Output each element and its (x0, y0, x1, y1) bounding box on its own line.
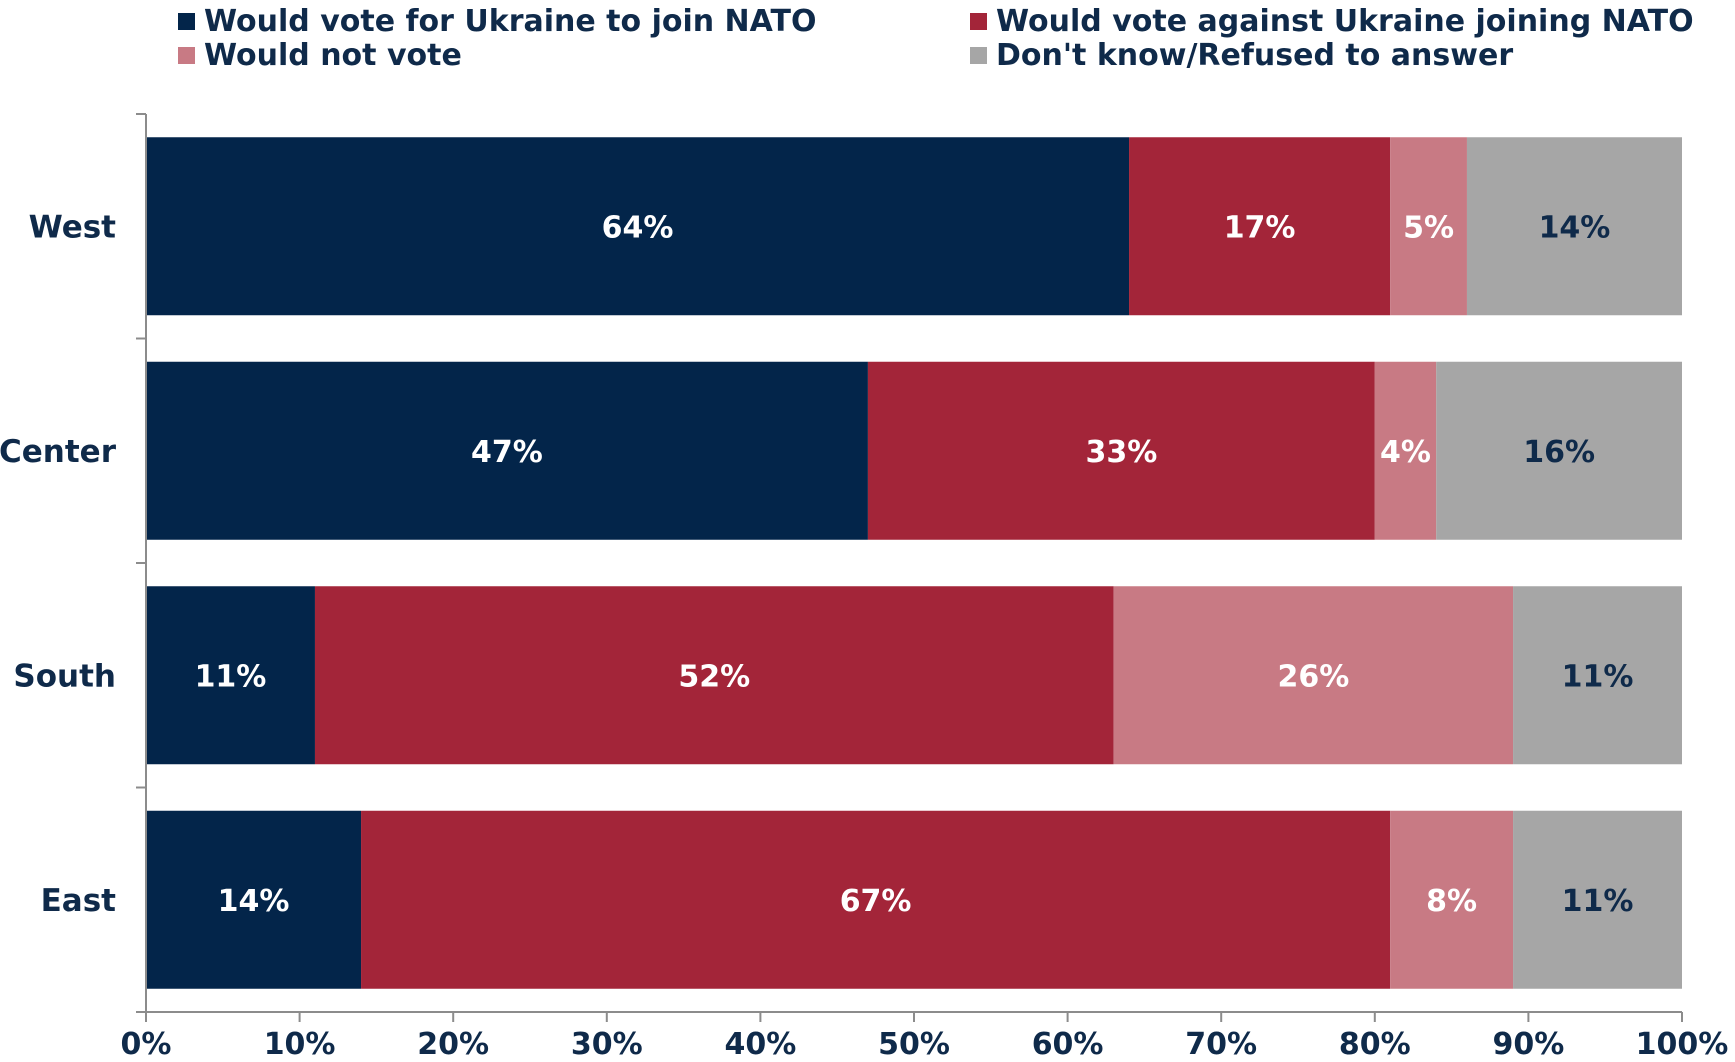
bar-center-series-3 (1436, 361, 1682, 540)
x-tick-label: 90% (1492, 1027, 1564, 1062)
legend-label-vote-for: Would vote for Ukraine to join NATO (204, 4, 817, 39)
x-tick-label: 80% (1339, 1027, 1411, 1062)
x-tick-label: 70% (1185, 1027, 1257, 1062)
data-label-south-series-0: 11% (195, 659, 267, 694)
data-label-east-series-3: 11% (1562, 884, 1634, 919)
x-tick-label: 20% (417, 1027, 489, 1062)
data-label-center-series-3: 16% (1523, 435, 1595, 470)
legend-item-vote-for: Would vote for Ukraine to join NATO (178, 4, 817, 39)
data-label-west-series-3: 14% (1539, 210, 1611, 245)
x-tick-label: 100% (1636, 1027, 1729, 1062)
bar-east-series-0 (146, 810, 362, 989)
bar-west-series-2 (1390, 137, 1467, 316)
bar-east-series-1 (361, 810, 1391, 989)
x-tick-label: 10% (264, 1027, 336, 1062)
x-tick-label: 30% (571, 1027, 643, 1062)
x-tick-label: 60% (1032, 1027, 1104, 1062)
data-label-center-series-2: 4% (1380, 435, 1431, 470)
legend-swatch-vote-against (970, 13, 987, 30)
category-label-center: Center (0, 434, 117, 470)
data-label-east-series-0: 14% (218, 884, 290, 919)
legend-label-not-vote: Would not vote (204, 38, 462, 73)
bar-west-series-1 (1129, 137, 1391, 316)
data-label-center-series-1: 33% (1085, 435, 1157, 470)
category-label-east: East (41, 883, 117, 919)
legend-item-vote-against: Would vote against Ukraine joining NATO (970, 4, 1694, 39)
legend-swatch-not-vote (178, 47, 195, 64)
data-label-west-series-0: 64% (602, 210, 674, 245)
data-label-east-series-1: 67% (840, 884, 912, 919)
data-label-east-series-2: 8% (1426, 884, 1477, 919)
bar-east-series-2 (1390, 810, 1514, 989)
bar-west-series-3 (1466, 137, 1682, 316)
bar-south-series-1 (314, 586, 1114, 765)
data-label-south-series-2: 26% (1277, 659, 1349, 694)
chart-legend: Would vote for Ukraine to join NATO Woul… (0, 0, 1735, 80)
data-label-west-series-2: 5% (1403, 210, 1454, 245)
legend-swatch-dont-know (970, 47, 987, 64)
legend-swatch-vote-for (178, 13, 195, 30)
bar-center-series-1 (867, 361, 1375, 540)
legend-label-vote-against: Would vote against Ukraine joining NATO (996, 4, 1694, 39)
category-label-west: West (29, 209, 117, 245)
bar-south-series-2 (1113, 586, 1514, 765)
data-label-south-series-3: 11% (1562, 659, 1634, 694)
x-tick-label: 50% (878, 1027, 950, 1062)
bar-center-series-0 (146, 361, 868, 540)
legend-item-dont-know: Don't know/Refused to answer (970, 38, 1513, 73)
category-label-south: South (13, 658, 116, 694)
bar-center-series-2 (1374, 361, 1437, 540)
legend-item-not-vote: Would not vote (178, 38, 462, 73)
x-tick-label: 40% (724, 1027, 796, 1062)
bar-south-series-0 (146, 586, 315, 765)
bar-east-series-3 (1513, 810, 1682, 989)
legend-label-dont-know: Don't know/Refused to answer (996, 38, 1514, 73)
data-label-south-series-1: 52% (678, 659, 750, 694)
data-label-center-series-0: 47% (471, 435, 543, 470)
bar-west-series-0 (146, 137, 1130, 316)
data-label-west-series-1: 17% (1224, 210, 1296, 245)
x-tick-label: 0% (121, 1027, 172, 1062)
bar-south-series-3 (1513, 586, 1682, 765)
